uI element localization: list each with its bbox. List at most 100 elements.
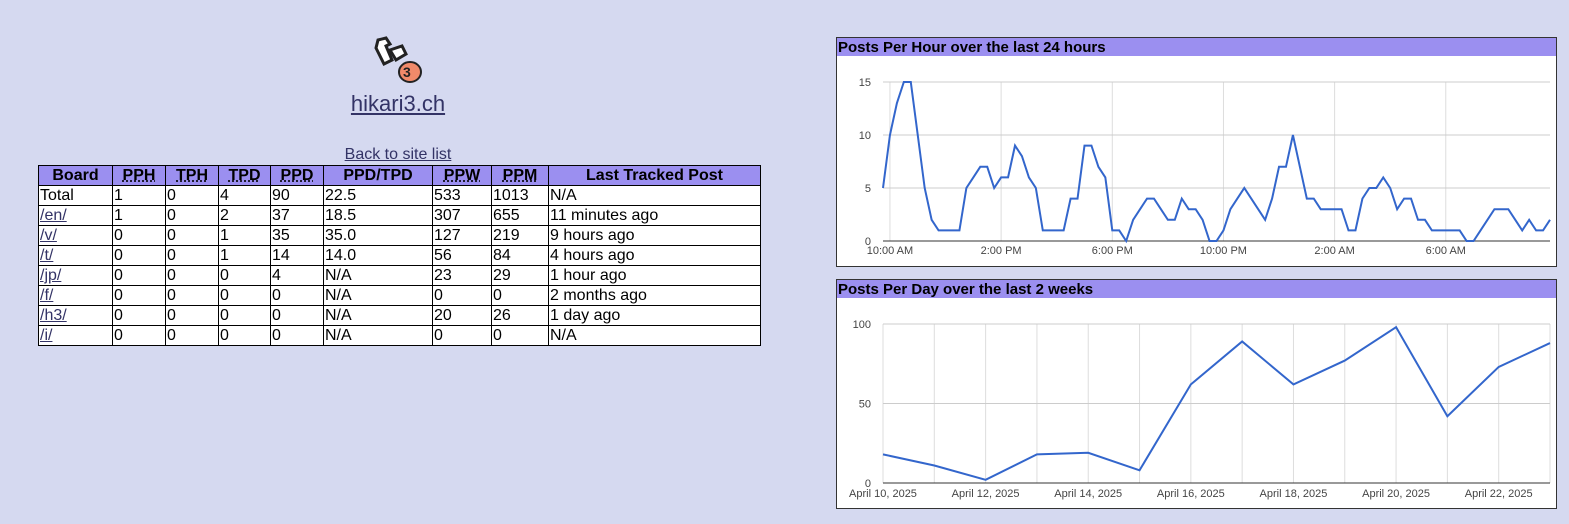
column-header: PPD/TPD [323, 165, 433, 186]
x-tick-label: April 10, 2025 [849, 488, 917, 500]
table-cell: 0 [270, 325, 324, 346]
table-cell: 219 [491, 225, 549, 246]
table-cell: 22.5 [323, 185, 433, 206]
table-cell: 655 [491, 205, 549, 226]
table-cell: 2 months ago [548, 285, 761, 306]
table-cell: 1013 [491, 185, 549, 206]
table-cell: 1 [112, 185, 166, 206]
y-tick-label: 10 [859, 130, 871, 142]
x-tick-label: April 20, 2025 [1362, 488, 1430, 500]
y-tick-label: 0 [865, 478, 871, 490]
table-cell: N/A [323, 325, 433, 346]
board-link[interactable]: /jp/ [40, 267, 62, 284]
table-row: /en/1 0 2 37 18.5 307 655 11 minutes ago [38, 205, 761, 226]
x-tick-label: 2:00 AM [1314, 245, 1354, 257]
table-cell: 0 [218, 305, 271, 326]
back-link[interactable]: Back to site list [344, 146, 452, 163]
y-tick-label: 100 [853, 319, 871, 331]
table-cell: 4 [218, 185, 271, 206]
table-cell: 0 [112, 265, 166, 286]
table-cell: 0 [491, 285, 549, 306]
x-tick-label: April 18, 2025 [1260, 488, 1328, 500]
column-header-text: PPM [502, 167, 538, 184]
table-cell: 2 [218, 205, 271, 226]
board-cell: /jp/ [38, 265, 113, 286]
x-tick-label: 6:00 PM [1092, 245, 1133, 257]
y-tick-label: 5 [865, 183, 871, 195]
x-tick-label: 10:00 AM [867, 245, 913, 257]
y-tick-label: 15 [859, 77, 871, 89]
column-header-text: PPD [280, 167, 314, 184]
table-cell: 0 [432, 325, 492, 346]
table-cell: 0 [270, 305, 324, 326]
data-line [882, 81, 1551, 244]
table-row: Total 1 0 4 90 22.5 533 1013 N/A [38, 185, 761, 206]
table-body: Total 1 0 4 90 22.5 533 1013 N/A/en/1 0 2 37 18.5 307… [38, 185, 761, 346]
table-cell: 56 [432, 245, 492, 266]
chart: Posts Per Hour over the last 24 hours 10:… [836, 37, 1557, 267]
table-cell: 29 [491, 265, 549, 286]
table-cell: 35.0 [323, 225, 433, 246]
chart-title: Posts Per Hour over the last 24 hours [838, 39, 1106, 56]
table-cell: 0 [270, 285, 324, 306]
table-cell: 4 hours ago [548, 245, 761, 266]
board-link[interactable]: /t/ [40, 247, 54, 264]
table-cell: 1 [112, 205, 166, 226]
table-cell: 18.5 [323, 205, 433, 226]
table-cell: N/A [323, 305, 433, 326]
table-cell: 0 [165, 325, 219, 346]
table-cell: 0 [165, 285, 219, 306]
column-header-text: PPH [122, 167, 156, 184]
column-header: TPD [218, 165, 271, 186]
board-stats-table: Board PPH TPH TPD PPD PPD/TPD PPW PPM Last Track… [38, 165, 761, 346]
table-row: /v/0 0 1 35 35.0 127 219 9 hours ago [38, 225, 761, 246]
column-header: PPH [112, 165, 166, 186]
table-cell: 11 minutes ago [548, 205, 761, 226]
board-link[interactable]: /en/ [40, 207, 67, 224]
table-cell: 1 hour ago [548, 265, 761, 286]
table-cell: N/A [323, 265, 433, 286]
x-tick-label: April 16, 2025 [1157, 488, 1225, 500]
table-cell: 90 [270, 185, 324, 206]
table-row: /t/0 0 1 14 14.0 56 84 4 hours ago [38, 245, 761, 266]
x-tick-label: 2:00 PM [981, 245, 1022, 257]
table-cell: 0 [112, 305, 166, 326]
svg-text:3: 3 [403, 64, 411, 80]
table-cell: 0 [165, 205, 219, 226]
header-row: Board PPH TPH TPD PPD PPD/TPD PPW PPM Last Track… [38, 165, 761, 186]
board-cell: /v/ [38, 225, 113, 246]
chart-title-bar [837, 38, 1556, 56]
table-cell: 20 [432, 305, 492, 326]
table-cell: 0 [112, 245, 166, 266]
table-cell: 0 [432, 285, 492, 306]
table-cell: 307 [432, 205, 492, 226]
table-cell: 0 [165, 225, 219, 246]
table-row: /i/0 0 0 0 N/A 0 0 N/A [38, 325, 761, 346]
table-cell: 4 [270, 265, 324, 286]
column-header-text: PPW [443, 167, 481, 184]
table-cell: 0 [218, 325, 271, 346]
y-tick-label: 50 [859, 399, 871, 411]
board-link[interactable]: /f/ [40, 287, 54, 304]
table-cell: 0 [218, 285, 271, 306]
table-row: /jp/0 0 0 4 N/A 23 29 1 hour ago [38, 265, 761, 286]
table-cell: 0 [165, 245, 219, 266]
column-header: PPD [270, 165, 324, 186]
logo: 3 [374, 36, 422, 83]
board-link[interactable]: /h3/ [40, 307, 67, 324]
table-cell: N/A [323, 285, 433, 306]
table-cell: 0 [112, 325, 166, 346]
table-cell: 0 [218, 265, 271, 286]
chart-frame [836, 279, 1557, 509]
table-cell: 0 [491, 325, 549, 346]
table-cell: 0 [165, 265, 219, 286]
board-link[interactable]: /i/ [40, 327, 53, 344]
x-tick-label: 10:00 PM [1200, 245, 1247, 257]
table-cell: 26 [491, 305, 549, 326]
table-cell: 1 [218, 245, 271, 266]
table-cell: 533 [432, 185, 492, 206]
site-link[interactable]: hikari3.ch [350, 91, 446, 116]
board-link[interactable]: /v/ [40, 227, 57, 244]
table-cell: 37 [270, 205, 324, 226]
x-tick-label: 6:00 AM [1426, 245, 1466, 257]
